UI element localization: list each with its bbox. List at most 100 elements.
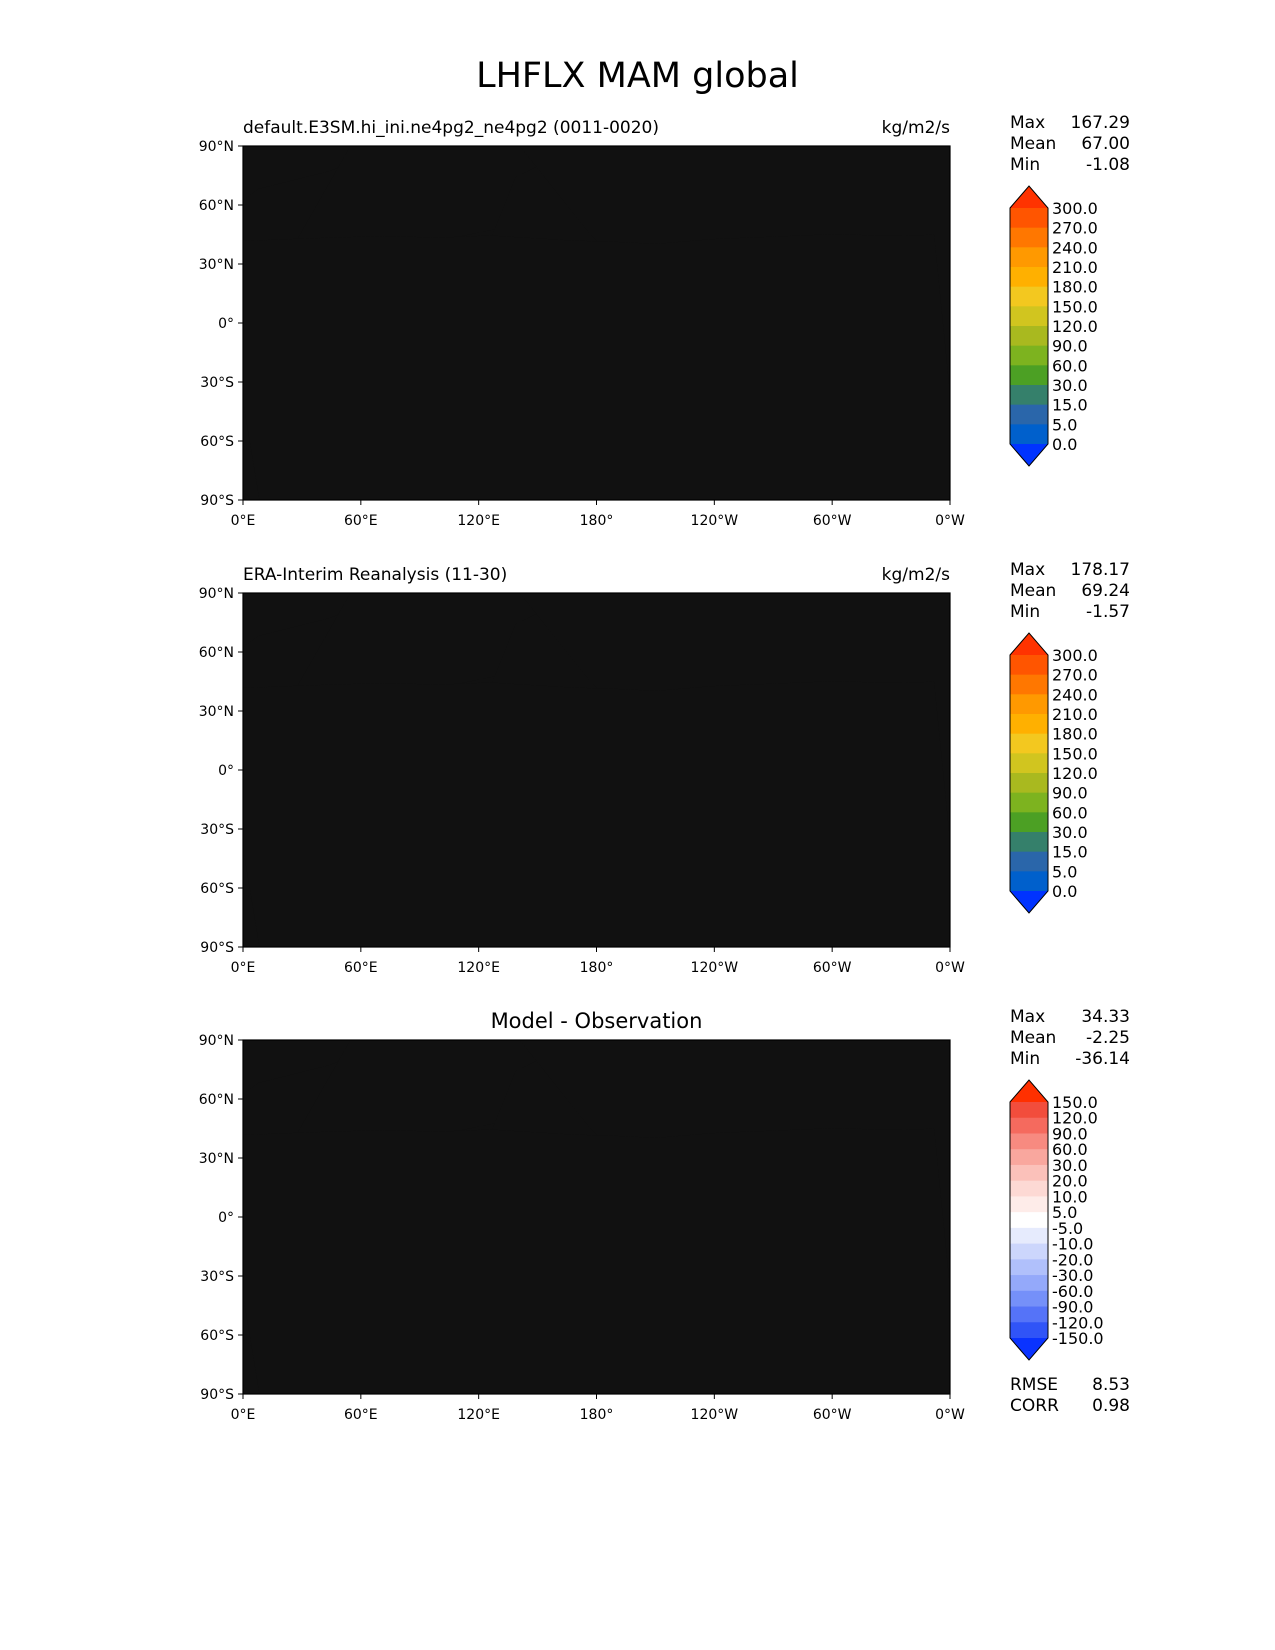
lon-tick-label: 60°W xyxy=(813,960,852,976)
lon-tick-label: 0°W xyxy=(935,513,965,529)
colorbar-segment xyxy=(1010,286,1048,307)
lat-tick-label: 60°N xyxy=(199,645,234,661)
stat-label: Mean xyxy=(1010,134,1056,154)
colorbar-segment xyxy=(1010,694,1048,715)
colorbar-tick-label: 60.0 xyxy=(1052,1140,1088,1159)
panel-units: kg/m2/s xyxy=(882,565,950,585)
colorbar-tick-label: 15.0 xyxy=(1052,396,1088,415)
colorbar-tick-label: 120.0 xyxy=(1052,764,1098,783)
colorbar-tick-label: 90.0 xyxy=(1052,784,1088,803)
colorbar-tick-label: 150.0 xyxy=(1052,1093,1098,1112)
colorbar-segment xyxy=(1010,655,1048,676)
colorbar-tick-label: 210.0 xyxy=(1052,258,1098,277)
panel-left-title: ERA-Interim Reanalysis (11-30) xyxy=(243,565,507,585)
map-field xyxy=(243,593,950,947)
colorbar-outline xyxy=(1009,1079,1049,1361)
colorbar-segment xyxy=(1010,674,1048,695)
colorbar-segment xyxy=(1010,1149,1048,1166)
lat-tick-label: 90°S xyxy=(200,493,234,509)
colorbar-segment xyxy=(1010,1275,1048,1292)
colorbar-segment xyxy=(1010,1290,1048,1308)
stat-value: 178.17 xyxy=(1071,560,1130,580)
lon-tick-label: 120°W xyxy=(691,1407,739,1423)
colorbar-segment xyxy=(1010,871,1048,892)
lon-tick-label: 180° xyxy=(580,960,614,976)
colorbar-tick-label: 0.0 xyxy=(1052,882,1077,901)
colorbar-segment xyxy=(1010,424,1048,445)
lon-tick-label: 60°E xyxy=(344,960,378,976)
colorbar-extend-top xyxy=(1010,186,1048,208)
lon-tick-label: 0°E xyxy=(231,1407,256,1423)
stat-value: 34.33 xyxy=(1081,1007,1130,1027)
colorbar-tick-label: 5.0 xyxy=(1052,415,1077,434)
map-field xyxy=(243,142,950,500)
lon-tick-label: 0°E xyxy=(231,513,256,529)
lon-tick-label: 60°E xyxy=(344,1407,378,1423)
lon-tick-label: 60°E xyxy=(344,513,378,529)
footer-stat-value: 0.98 xyxy=(1092,1396,1130,1416)
lat-tick-label: 30°N xyxy=(199,1151,234,1167)
colorbar-segment xyxy=(1010,1117,1048,1134)
colorbar-segment xyxy=(1010,1212,1048,1229)
stat-value: 67.00 xyxy=(1081,134,1130,154)
colorbar-tick-label: -30.0 xyxy=(1052,1266,1093,1285)
colorbar-tick-label: 270.0 xyxy=(1052,219,1098,238)
colorbar-segment xyxy=(1010,792,1048,813)
colorbar-tick-label: 10.0 xyxy=(1052,1187,1088,1206)
colorbar-extend-bottom xyxy=(1010,1338,1048,1360)
colorbar-segment xyxy=(1010,326,1048,347)
stat-label: Min xyxy=(1010,602,1040,622)
stat-value: 167.29 xyxy=(1071,113,1130,133)
colorbar-segment xyxy=(1010,1227,1048,1245)
lat-tick-label: 30°S xyxy=(200,1269,234,1285)
colorbar-segment xyxy=(1010,306,1048,327)
colorbar-tick-label: 15.0 xyxy=(1052,843,1088,862)
colorbar-tick-label: 150.0 xyxy=(1052,297,1098,316)
lat-tick-label: 90°N xyxy=(199,139,234,155)
coastline xyxy=(243,142,950,404)
lon-tick-label: 0°E xyxy=(231,960,256,976)
lon-tick-label: 120°W xyxy=(691,513,739,529)
lat-tick-label: 60°S xyxy=(200,434,234,450)
lat-tick-label: 60°S xyxy=(200,1328,234,1344)
lon-tick-label: 120°E xyxy=(457,513,500,529)
colorbar-segment xyxy=(1010,851,1048,872)
lat-tick-label: 30°N xyxy=(199,257,234,273)
footer-stat-label: RMSE xyxy=(1010,1375,1058,1395)
colorbar-tick-label: 30.0 xyxy=(1052,376,1088,395)
lon-tick-label: 60°W xyxy=(813,1407,852,1423)
colorbar-tick-label: 60.0 xyxy=(1052,803,1088,822)
colorbar-segment xyxy=(1010,1259,1048,1276)
colorbar-tick-label: -5.0 xyxy=(1052,1219,1083,1238)
colorbar-tick-label: -20.0 xyxy=(1052,1250,1093,1269)
colorbar: 300.0270.0240.0210.0180.0150.0120.090.06… xyxy=(1009,185,1098,467)
colorbar-segment xyxy=(1010,1164,1048,1182)
colorbar-tick-label: 300.0 xyxy=(1052,646,1098,665)
colorbar-outline xyxy=(1009,632,1049,914)
colorbar-tick-label: 0.0 xyxy=(1052,435,1077,454)
colorbar-tick-label: 5.0 xyxy=(1052,1203,1077,1222)
colorbar-segment xyxy=(1010,208,1048,229)
stat-value: -36.14 xyxy=(1075,1049,1130,1069)
figure-title: LHFLX MAM global xyxy=(476,56,799,96)
lat-tick-label: 30°S xyxy=(200,822,234,838)
stat-value: -2.25 xyxy=(1086,1028,1130,1048)
colorbar-tick-label: 180.0 xyxy=(1052,725,1098,744)
colorbar-tick-label: 120.0 xyxy=(1052,1109,1098,1128)
colorbar-segment xyxy=(1010,345,1048,366)
colorbar-extend-top xyxy=(1010,633,1048,655)
colorbar-tick-label: 240.0 xyxy=(1052,685,1098,704)
lat-tick-label: 30°S xyxy=(200,375,234,391)
colorbar-segment xyxy=(1010,267,1048,288)
colorbar-segment xyxy=(1010,227,1048,248)
footer-stat-value: 8.53 xyxy=(1092,1375,1130,1395)
colorbar-extend-top xyxy=(1010,1080,1048,1102)
stat-value: -1.08 xyxy=(1086,155,1130,175)
stat-label: Max xyxy=(1010,113,1045,133)
colorbar-tick-label: 90.0 xyxy=(1052,337,1088,356)
footer-stat-label: CORR xyxy=(1010,1396,1059,1416)
map-panel-1: 90°N 60°N 30°N 0° 30°S 60°S 90°S 0°E 60°E 120°E 18… xyxy=(199,113,1130,529)
colorbar-segment xyxy=(1010,1196,1048,1213)
colorbar-extend-bottom xyxy=(1010,444,1048,466)
